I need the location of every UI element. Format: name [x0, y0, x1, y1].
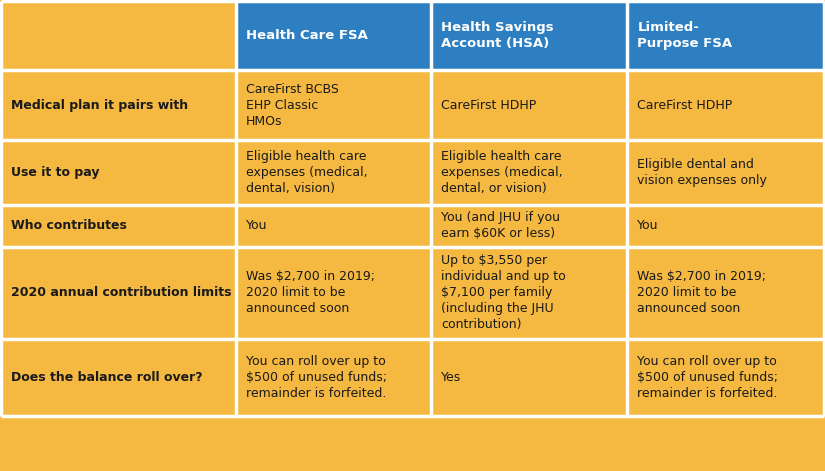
Text: Up to $3,550 per
individual and up to
$7,100 per family
(including the JHU
contr: Up to $3,550 per individual and up to $7… — [441, 254, 566, 331]
Text: You can roll over up to
$500 of unused funds;
remainder is forfeited.: You can roll over up to $500 of unused f… — [246, 355, 387, 399]
Text: Does the balance roll over?: Does the balance roll over? — [11, 371, 203, 384]
Text: You: You — [246, 219, 267, 232]
Text: Health Care FSA: Health Care FSA — [246, 29, 367, 42]
Text: Was $2,700 in 2019;
2020 limit to be
announced soon: Was $2,700 in 2019; 2020 limit to be ann… — [246, 270, 375, 315]
Bar — [1, 70, 236, 140]
Bar — [1, 247, 236, 339]
Bar — [236, 70, 431, 140]
Bar — [236, 247, 431, 339]
Bar — [431, 70, 627, 140]
Bar — [431, 204, 627, 247]
Bar — [627, 339, 824, 415]
Bar — [1, 339, 236, 415]
Text: Use it to pay: Use it to pay — [11, 166, 100, 179]
Bar — [431, 247, 627, 339]
Text: 2020 annual contribution limits: 2020 annual contribution limits — [11, 286, 232, 299]
Text: You: You — [637, 219, 659, 232]
Text: Eligible health care
expenses (medical,
dental, or vision): Eligible health care expenses (medical, … — [441, 150, 563, 195]
Text: Eligible health care
expenses (medical,
dental, vision): Eligible health care expenses (medical, … — [246, 150, 367, 195]
Text: Medical plan it pairs with: Medical plan it pairs with — [11, 98, 188, 112]
Bar — [236, 140, 431, 204]
Text: CareFirst BCBS
EHP Classic
HMOs: CareFirst BCBS EHP Classic HMOs — [246, 82, 338, 128]
Text: Was $2,700 in 2019;
2020 limit to be
announced soon: Was $2,700 in 2019; 2020 limit to be ann… — [637, 270, 766, 315]
Bar — [431, 140, 627, 204]
Text: Yes: Yes — [441, 371, 462, 384]
Bar — [627, 1, 824, 70]
Bar — [1, 1, 236, 70]
Text: You (and JHU if you
earn $60K or less): You (and JHU if you earn $60K or less) — [441, 211, 560, 240]
Bar — [627, 140, 824, 204]
Bar — [431, 339, 627, 415]
Bar — [627, 247, 824, 339]
Bar — [1, 140, 236, 204]
Bar — [431, 1, 627, 70]
Text: You can roll over up to
$500 of unused funds;
remainder is forfeited.: You can roll over up to $500 of unused f… — [637, 355, 778, 399]
Text: Who contributes: Who contributes — [11, 219, 127, 232]
Text: CareFirst HDHP: CareFirst HDHP — [441, 98, 537, 112]
Bar — [236, 204, 431, 247]
Bar — [236, 1, 431, 70]
Text: Health Savings
Account (HSA): Health Savings Account (HSA) — [441, 21, 554, 50]
Bar — [627, 204, 824, 247]
Text: CareFirst HDHP: CareFirst HDHP — [637, 98, 733, 112]
Text: Eligible dental and
vision expenses only: Eligible dental and vision expenses only — [637, 158, 767, 187]
Bar — [1, 204, 236, 247]
Text: Limited-
Purpose FSA: Limited- Purpose FSA — [637, 21, 733, 50]
Bar — [236, 339, 431, 415]
Bar — [627, 70, 824, 140]
